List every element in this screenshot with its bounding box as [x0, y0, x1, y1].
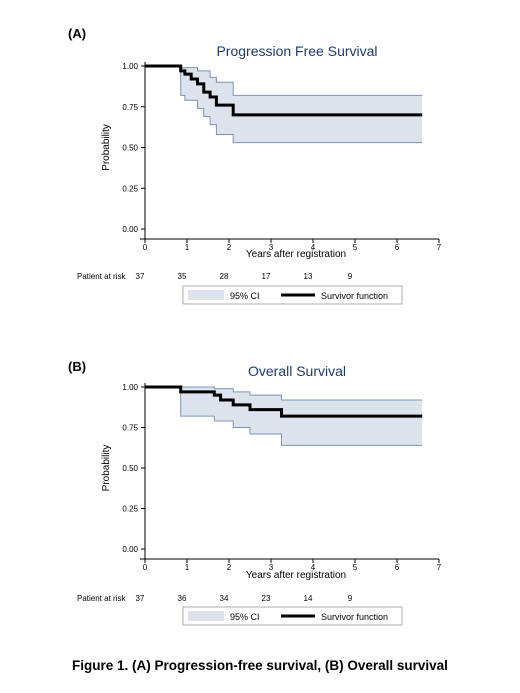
y-tick-label: 0.00	[122, 225, 138, 234]
y-tick-label: 0.50	[122, 464, 138, 473]
x-tick-label: 0	[143, 563, 148, 572]
x-tick-label: 5	[353, 563, 358, 572]
at-risk-count: 37	[136, 272, 145, 281]
at-risk-count: 34	[220, 594, 229, 603]
y-tick-label: 0.75	[122, 103, 138, 112]
ci-upper-line	[145, 386, 423, 401]
survivor-function-line	[145, 385, 423, 418]
at-risk-count: 37	[136, 594, 145, 603]
at-risk-count: 9	[348, 272, 353, 281]
at-risk-count: 14	[304, 594, 313, 603]
ci-band	[145, 66, 423, 143]
x-tick-label: 6	[395, 563, 400, 572]
ci-lower-line	[145, 386, 423, 446]
x-tick-label: 6	[395, 243, 400, 252]
y-tick-label: 0.25	[122, 184, 138, 193]
ci-lower-line	[145, 65, 423, 144]
chart-title: Progression Free Survival	[216, 43, 377, 59]
panel-label: (B)	[68, 359, 86, 374]
x-tick-label: 2	[227, 563, 232, 572]
legend-ci-swatch	[188, 611, 224, 621]
legend-ci-swatch	[188, 290, 224, 300]
y-tick-label: 1.00	[122, 383, 138, 392]
y-tick-label: 0.25	[122, 505, 138, 514]
y-axis-label: Probability	[101, 124, 112, 171]
at-risk-count: 23	[262, 594, 271, 603]
legend-survivor-label: Survivor function	[321, 612, 388, 622]
chart-panel-b: (B) Overall Survival 0.00 0.25 0.50 0.75 1.00 0…	[68, 359, 442, 626]
at-risk-count: 17	[262, 272, 271, 281]
x-tick-label: 1	[185, 563, 190, 572]
panel-label: (A)	[68, 26, 86, 41]
x-tick-label: 2	[227, 243, 232, 252]
x-tick-label: 0	[143, 243, 148, 252]
x-tick-label: 3	[269, 243, 274, 252]
x-tick-label: 3	[269, 563, 274, 572]
survivor-function-line	[145, 64, 423, 117]
at-risk-label: Patient at risk	[77, 594, 126, 603]
figure-caption: Figure 1. (A) Progression-free survival,…	[72, 658, 448, 673]
at-risk-count: 13	[304, 272, 313, 281]
at-risk-label: Patient at risk	[77, 272, 126, 281]
x-tick-label: 1	[185, 243, 190, 252]
y-tick-label: 0.00	[122, 545, 138, 554]
at-risk-count: 35	[178, 272, 187, 281]
chart-title: Overall Survival	[248, 363, 346, 379]
legend-ci-label: 95% CI	[230, 612, 260, 622]
y-tick-label: 1.00	[122, 62, 138, 71]
x-axis-label: Years after registration	[246, 570, 346, 581]
y-tick-label: 0.50	[122, 144, 138, 153]
chart-panel-a: (A) Progression Free Survival 0.00 0.25 0.50…	[68, 26, 442, 305]
x-tick-label: 5	[353, 243, 358, 252]
at-risk-count: 9	[348, 594, 353, 603]
y-axis-label: Probability	[101, 445, 112, 492]
y-tick-label: 0.75	[122, 424, 138, 433]
x-tick-label: 7	[437, 563, 442, 572]
legend-survivor-label: Survivor function	[321, 291, 388, 301]
at-risk-count: 36	[178, 594, 187, 603]
legend-ci-label: 95% CI	[230, 291, 260, 301]
x-tick-label: 4	[311, 243, 316, 252]
x-tick-label: 7	[437, 243, 442, 252]
x-axis-label: Years after registration	[246, 249, 346, 260]
x-tick-label: 4	[311, 563, 316, 572]
at-risk-count: 28	[220, 272, 229, 281]
